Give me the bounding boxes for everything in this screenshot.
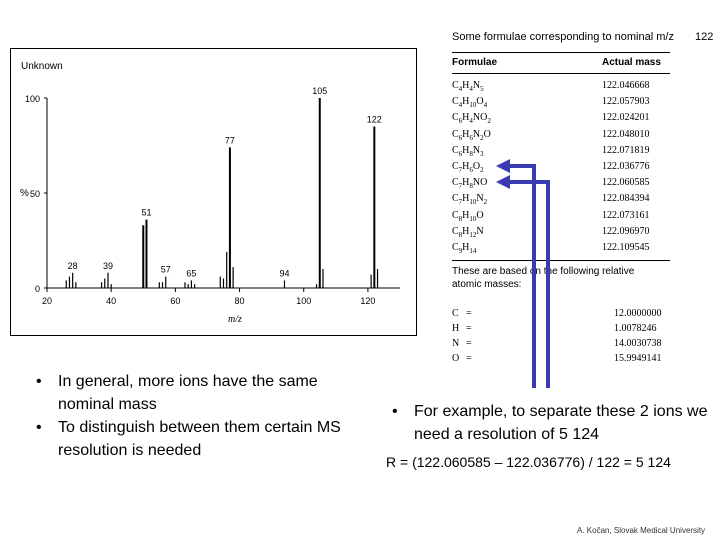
spectrum-title: Unknown [21,61,63,72]
atomic-symbol: O [452,353,460,364]
table-rule-header [452,73,670,74]
formula-cell: C6H8N3 [452,144,484,158]
y-axis-label: % [20,188,29,199]
table-note-line2: atomic masses: [452,279,522,290]
peak-label-39: 39 [103,261,113,271]
arrow-connector-upper [508,164,536,388]
formula-cell: C6H6N2O [452,128,491,142]
arrow-head-upper [496,159,510,173]
table-title-value: 122 [695,31,714,43]
y-tick-label: 100 [25,94,40,104]
table-title: Some formulae corresponding to nominal m… [452,31,713,43]
table-title-text: Some formulae corresponding to nominal m… [452,31,674,43]
mass-cell: 122.096970 [602,225,650,237]
peak-label-65: 65 [186,268,196,278]
y-tick-label: 0 [35,284,40,294]
x-tick-label: 60 [170,296,180,306]
x-axis-label: m/z [228,314,242,325]
mass-cell: 122.057903 [602,96,650,108]
bullet-right: For example, to separate these 2 ions we… [414,403,708,443]
table-note-line1: These are based on the following relativ… [452,266,635,277]
mass-cell: 122.048010 [602,128,650,140]
mass-cell: 122.084394 [602,193,650,205]
peak-label-94: 94 [279,268,289,278]
mass-cell: 122.060585 [602,177,650,189]
credit: A. Kočan, Slovak Medical University [577,526,706,535]
atomic-mass: 15.9949141 [614,353,662,364]
bullet-marker-1: • [36,373,42,390]
atomic-symbol: N [452,338,460,349]
formula-cell: C9H14 [452,242,477,255]
peak-label-77: 77 [225,135,235,145]
atomic-equals: = [466,353,472,364]
atomic-equals: = [466,308,472,319]
peak-label-122: 122 [367,115,382,125]
y-tick-label: 50 [30,189,40,199]
x-tick-label: 80 [235,296,245,306]
bullet-marker-right: • [392,403,398,420]
atomic-mass: 1.0078246 [614,323,657,334]
spectrum-panel [10,48,417,336]
x-tick-label: 40 [106,296,116,306]
mass-cell: 122.046668 [602,80,650,91]
formula-cell: C7H6O2 [452,161,484,174]
bullet-left-2: To distinguish between them certain MS r… [58,419,341,459]
mass-cell: 122.036776 [602,161,650,172]
x-tick-label: 20 [42,296,52,306]
atomic-symbol: C [452,308,459,319]
formula-cell: C7H8NO [452,177,488,191]
mass-cell: 122.109545 [602,242,650,253]
atomic-mass: 14.0030738 [614,338,662,349]
x-tick-label: 100 [296,296,311,306]
arrow-connector-lower [508,180,550,388]
mass-cell: 122.073161 [602,209,650,221]
peak-label-105: 105 [312,86,327,96]
bullet-left-1: In general, more ions have the same nomi… [58,373,318,413]
atomic-equals: = [466,338,472,349]
atomic-equals: = [466,323,472,334]
formula-cell: C4H4N5 [452,80,484,93]
formula-cell: C4H10O4 [452,96,488,110]
formula-cell: C6H4NO2 [452,112,491,126]
formula-cell: C8H10O [452,209,484,223]
arrow-head-lower [496,175,510,189]
atomic-symbol: H [452,323,460,334]
resolution-formula: R = (122.060585 – 122.036776) / 122 = 5 … [386,454,671,470]
mass-cell: 122.071819 [602,144,650,156]
peak-label-28: 28 [68,261,78,271]
bullet-marker-2: • [36,419,42,436]
formula-cell: C8H12N [452,225,484,239]
peak-label-51: 51 [141,208,151,218]
peak-label-57: 57 [161,265,171,275]
formula-cell: C7H10N2 [452,193,488,207]
atomic-mass: 12.0000000 [614,308,662,319]
col-header-mass: Actual mass [602,57,661,68]
x-tick-label: 120 [360,296,375,306]
table-rule-bottom [452,260,670,261]
table-rule-top [452,52,670,53]
mass-cell: 122.024201 [602,112,650,124]
col-header-formula: Formulae [452,57,498,68]
